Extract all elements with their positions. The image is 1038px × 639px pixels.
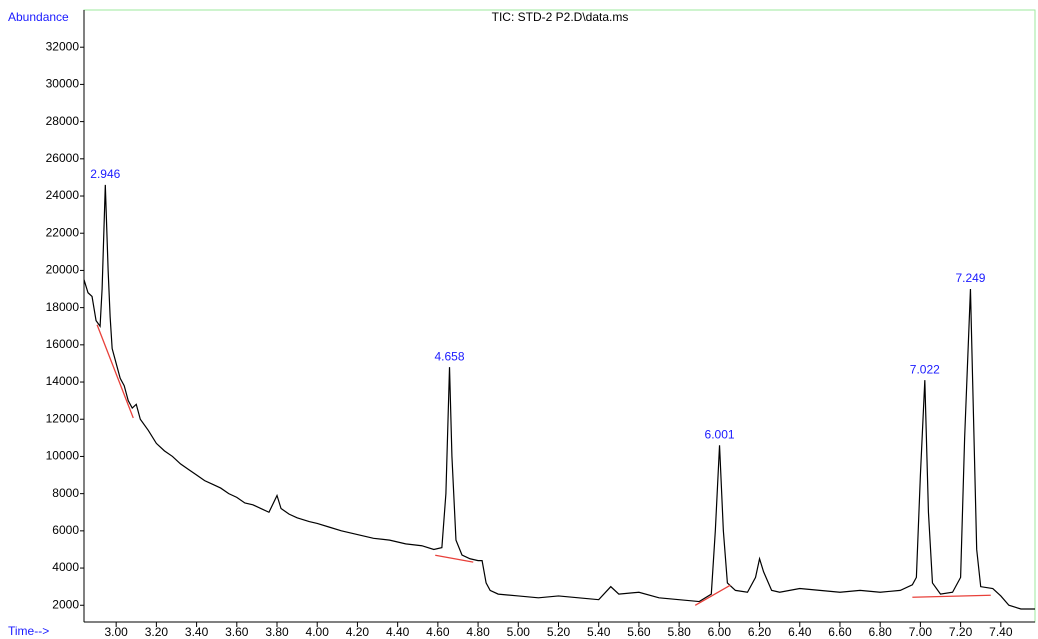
- y-tick-label: 22000: [46, 225, 80, 239]
- peak-label: 7.022: [910, 362, 940, 376]
- x-tick-label: 7.40: [989, 625, 1013, 639]
- peak-label: 4.658: [435, 349, 465, 363]
- x-tick-label: 4.40: [386, 625, 410, 639]
- chart-title: TIC: STD-2 P2.D\data.ms: [492, 10, 629, 24]
- plot-frame: [83, 9, 1036, 623]
- x-tick-label: 5.00: [507, 625, 531, 639]
- x-tick-label: 3.60: [225, 625, 249, 639]
- y-tick-label: 28000: [46, 114, 80, 128]
- x-tick-label: 5.60: [627, 625, 651, 639]
- x-tick-label: 5.40: [587, 625, 611, 639]
- y-tick-label: 24000: [46, 188, 80, 202]
- y-tick-label: 10000: [46, 449, 80, 463]
- x-tick-label: 4.20: [346, 625, 370, 639]
- baseline: [694, 584, 731, 606]
- baseline: [96, 324, 134, 419]
- x-tick-label: 7.00: [909, 625, 933, 639]
- y-tick-label: 6000: [52, 523, 79, 537]
- y-tick-label: 14000: [46, 374, 80, 388]
- y-tick-label: 2000: [52, 597, 79, 611]
- x-tick-label: 6.60: [828, 625, 852, 639]
- signal-line: [83, 184, 1035, 610]
- baseline: [912, 594, 991, 598]
- x-tick-label: 3.80: [265, 625, 289, 639]
- x-tick-label: 3.00: [104, 625, 128, 639]
- x-tick-label: 4.00: [306, 625, 330, 639]
- x-tick-label: 6.20: [748, 625, 772, 639]
- y-tick-label: 30000: [46, 77, 80, 91]
- x-tick-label: 6.00: [708, 625, 732, 639]
- y-tick-label: 32000: [46, 39, 80, 53]
- y-tick-label: 4000: [52, 560, 79, 574]
- x-tick-label: 5.80: [667, 625, 691, 639]
- x-tick-label: 3.40: [185, 625, 209, 639]
- peak-label: 6.001: [705, 427, 735, 441]
- y-tick-label: 26000: [46, 151, 80, 165]
- x-tick-label: 7.20: [949, 625, 973, 639]
- y-tick-label: 12000: [46, 411, 80, 425]
- peak-label: 2.946: [90, 167, 120, 181]
- baseline: [435, 554, 474, 563]
- x-tick-label: 6.40: [788, 625, 812, 639]
- x-tick-label: 5.20: [547, 625, 571, 639]
- y-tick-label: 16000: [46, 337, 80, 351]
- y-tick-label: 20000: [46, 263, 80, 277]
- x-axis-label: Time-->: [8, 624, 49, 638]
- y-axis-label: Abundance: [8, 10, 69, 24]
- y-tick-label: 8000: [52, 486, 79, 500]
- peak-label: 7.249: [955, 271, 985, 285]
- x-tick-label: 3.20: [145, 625, 169, 639]
- y-tick-label: 18000: [46, 300, 80, 314]
- x-tick-label: 4.60: [426, 625, 450, 639]
- x-tick-label: 4.80: [466, 625, 490, 639]
- x-tick-label: 6.80: [869, 625, 893, 639]
